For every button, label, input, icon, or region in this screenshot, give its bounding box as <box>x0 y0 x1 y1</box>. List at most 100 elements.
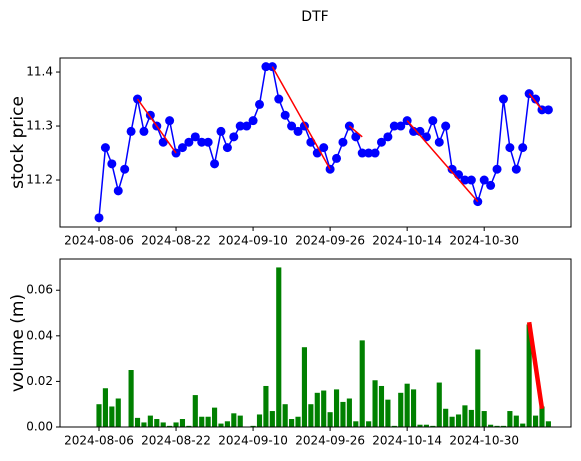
volume-bar <box>378 385 385 427</box>
x-tick-label: 2024-10-14 <box>372 234 442 248</box>
axes-frame <box>59 258 572 428</box>
price-marker <box>126 126 136 136</box>
x-tick-label: 2024-08-22 <box>141 234 211 248</box>
volume-bar <box>391 425 397 427</box>
x-tick-label: 2024-10-30 <box>449 434 519 448</box>
volume-bar <box>128 370 134 427</box>
volume-bar <box>282 404 288 427</box>
volume-bar <box>449 416 455 427</box>
volume-bar <box>321 390 327 427</box>
volume-bar <box>385 399 391 427</box>
volume-bar <box>481 411 487 427</box>
price-marker <box>216 126 226 136</box>
price-marker <box>248 116 258 126</box>
volume-bar <box>160 422 166 427</box>
trend-line <box>136 98 177 154</box>
volume-bar <box>545 421 551 427</box>
price-marker <box>184 137 194 147</box>
volume-bar <box>340 401 346 427</box>
volume-bar <box>462 405 468 427</box>
price-marker <box>158 137 168 147</box>
price-marker <box>389 121 399 131</box>
price-marker <box>229 132 239 142</box>
trend-line <box>528 93 543 111</box>
price-marker <box>203 137 213 147</box>
price-marker <box>505 143 515 153</box>
volume-bar <box>224 421 230 427</box>
y-tick-label: 0.04 <box>26 328 53 342</box>
price-marker <box>376 137 386 147</box>
y-tick-label: 0.06 <box>26 283 53 297</box>
price-marker <box>94 213 104 223</box>
trend-line <box>406 120 479 203</box>
volume-bar <box>372 380 378 427</box>
price-marker <box>498 94 508 104</box>
price-marker <box>287 121 297 131</box>
volume-bar <box>205 416 211 427</box>
volume-bar <box>231 413 237 427</box>
x-tick-label: 2024-09-10 <box>218 234 288 248</box>
volume-bar <box>430 425 436 427</box>
volume-bar <box>488 424 494 427</box>
volume-bar <box>327 412 333 427</box>
volume-bar <box>353 421 359 427</box>
chart-title: DTF <box>301 9 328 25</box>
y-tick-label: 11.4 <box>26 65 53 79</box>
volume-bar <box>186 425 192 427</box>
volume-bar <box>102 388 108 427</box>
price-marker <box>531 94 541 104</box>
volume-bar <box>295 416 301 427</box>
price-marker <box>274 94 284 104</box>
price-marker <box>351 132 361 142</box>
volume-bar <box>539 406 545 427</box>
volume-bar <box>468 409 474 427</box>
volume-bar <box>192 395 198 427</box>
price-marker <box>113 186 123 196</box>
price-marker <box>434 137 444 147</box>
price-marker <box>293 126 303 136</box>
volume-bar <box>211 407 218 427</box>
x-tick-label: 2024-08-06 <box>64 434 134 448</box>
volume-bar <box>269 411 275 427</box>
volume-bar <box>494 425 500 427</box>
price-marker <box>511 164 521 174</box>
trend-line <box>271 66 331 170</box>
volume-bar <box>500 425 507 427</box>
volume-bar <box>263 385 269 427</box>
price-marker <box>222 143 232 153</box>
price-marker <box>242 121 252 131</box>
y-axis-label: stock price <box>8 96 28 189</box>
volume-bar <box>167 425 173 427</box>
price-marker <box>441 121 451 131</box>
volume-bar <box>475 349 481 427</box>
volume-bar <box>115 398 121 427</box>
price-marker <box>383 132 393 142</box>
volume-bar <box>308 404 314 427</box>
price-marker <box>139 126 149 136</box>
price-marker <box>332 153 342 163</box>
price-marker <box>486 180 496 190</box>
price-marker <box>319 143 329 153</box>
x-tick-label: 2024-08-22 <box>141 434 211 448</box>
volume-bar <box>141 422 147 427</box>
volume-bar <box>520 423 526 427</box>
price-marker <box>428 116 438 126</box>
volume-bar <box>289 419 295 427</box>
price-marker <box>460 175 470 185</box>
volume-bar <box>346 398 352 427</box>
price-marker <box>447 164 457 174</box>
volume-bar <box>411 389 417 427</box>
volume-bar <box>301 347 308 427</box>
price-marker <box>479 175 489 185</box>
trend-line <box>348 125 363 138</box>
trend-line <box>526 321 545 410</box>
x-tick-label: 2024-10-14 <box>372 434 442 448</box>
x-tick-label: 2024-10-30 <box>449 234 519 248</box>
volume-bar <box>147 415 153 427</box>
volume-bar <box>218 423 224 427</box>
volume-bar <box>256 414 263 427</box>
price-marker <box>255 99 264 109</box>
x-tick-label: 2024-08-06 <box>64 234 134 248</box>
price-marker <box>364 148 374 158</box>
